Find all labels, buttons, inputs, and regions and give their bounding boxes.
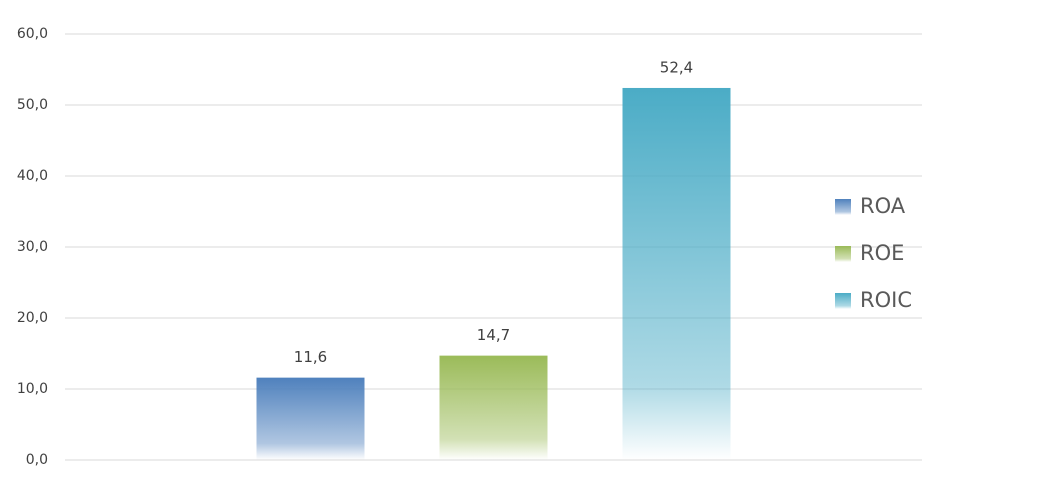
bar [439, 355, 548, 460]
data-label: 14,7 [477, 326, 510, 344]
legend-label: ROE [860, 241, 904, 265]
data-label: 11,6 [294, 348, 327, 366]
legend-label: ROIC [860, 288, 912, 312]
y-tick-label: 50,0 [17, 97, 48, 113]
data-label: 52,4 [660, 58, 693, 76]
legend-swatch [835, 293, 851, 309]
y-tick-label: 30,0 [17, 239, 48, 255]
bar [622, 87, 731, 461]
bar [256, 377, 365, 460]
legend-swatch [835, 199, 851, 215]
legend-label: ROA [860, 194, 906, 218]
y-tick-label: 10,0 [17, 381, 48, 397]
y-tick-label: 40,0 [17, 168, 48, 184]
y-tick-label: 60,0 [17, 26, 48, 42]
legend-swatch [835, 246, 851, 262]
y-tick-label: 0,0 [26, 452, 48, 468]
y-tick-label: 20,0 [17, 310, 48, 326]
